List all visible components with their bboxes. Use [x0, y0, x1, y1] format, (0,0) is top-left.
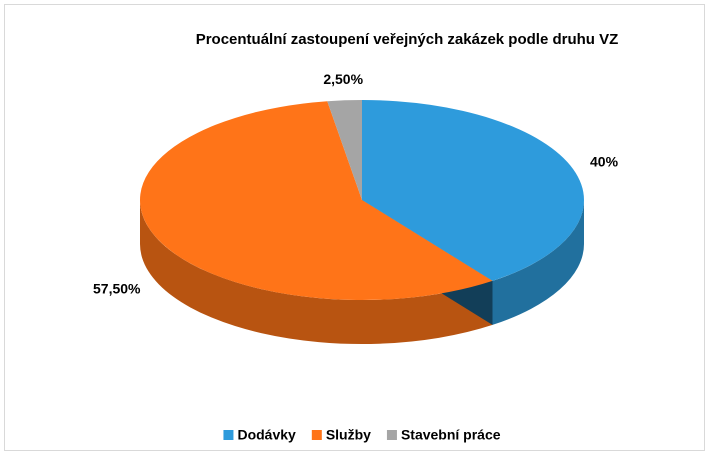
legend-swatch	[311, 430, 322, 440]
legend-label: Stavební práce	[401, 427, 501, 443]
legend-swatch	[223, 430, 234, 440]
chart-title: Procentuální zastoupení veřejných zakáze…	[196, 31, 619, 48]
legend-label: Dodávky	[237, 427, 296, 443]
pie-side	[492, 200, 584, 325]
legend-label: Služby	[326, 427, 371, 443]
pie-slice	[140, 101, 493, 300]
pie-slice	[362, 100, 585, 281]
legend: Dodávky Služby Stavební práce	[223, 427, 501, 443]
data-label: 40%	[590, 154, 619, 170]
pie-slice	[327, 100, 362, 200]
legend-swatch	[386, 430, 397, 440]
data-label: 2,50%	[323, 71, 363, 87]
data-label: 57,50%	[93, 281, 141, 297]
pie-side	[140, 200, 493, 344]
